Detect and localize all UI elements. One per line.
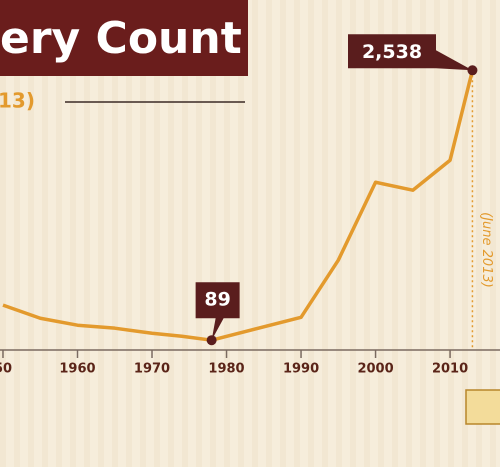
data-point (206, 335, 217, 346)
legend-label: 13) (0, 89, 35, 113)
data-label: 89 (204, 289, 230, 311)
callout (195, 282, 240, 341)
x-tick-label: 2000 (357, 362, 393, 377)
x-tick-label: 1960 (59, 362, 95, 377)
chart-title: ery Count (0, 13, 242, 64)
annotation: (June 2013) (479, 212, 494, 288)
data-label: 2,538 (362, 41, 422, 63)
x-tick-label: 1980 (208, 362, 244, 377)
callout (348, 34, 473, 71)
x-tick-label: 1970 (134, 362, 170, 377)
title-box (0, 0, 248, 76)
logo-box (465, 389, 500, 425)
x-tick-label: 2010 (432, 362, 468, 377)
x-tick-label: 50 (0, 362, 12, 377)
data-point (467, 65, 478, 76)
logo (465, 389, 500, 425)
x-tick-label: 1990 (283, 362, 319, 377)
